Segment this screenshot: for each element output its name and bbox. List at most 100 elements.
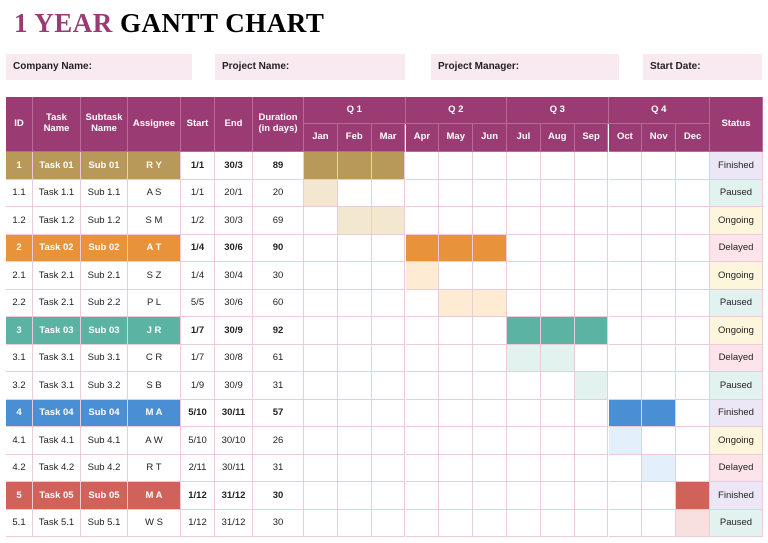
assignee-cell: A T xyxy=(128,234,181,262)
gantt-bar-cell xyxy=(405,234,440,262)
gantt-cell xyxy=(304,344,338,372)
gantt-cell xyxy=(676,427,710,455)
project-field: Project Name: xyxy=(215,54,405,80)
gantt-cell xyxy=(473,317,507,345)
gantt-cell xyxy=(337,262,372,290)
task-name-cell: Task 3.1 xyxy=(33,372,81,400)
subtask-name-cell: Sub 04 xyxy=(81,399,128,427)
gantt-bar-cell xyxy=(574,317,609,345)
gantt-cell xyxy=(574,179,609,207)
duration-header: Duration (in days) xyxy=(253,97,304,152)
duration-cell: 26 xyxy=(253,427,304,455)
subtask-name-cell: Sub 3.2 xyxy=(81,372,128,400)
gantt-cell xyxy=(405,207,440,235)
gantt-cell xyxy=(540,179,575,207)
subtask-name-cell: Sub 02 xyxy=(81,234,128,262)
title-accent: 1 YEAR xyxy=(14,8,113,38)
gantt-cell xyxy=(676,179,710,207)
task-name-cell: Task 2.1 xyxy=(33,262,81,290)
status-cell: Finished xyxy=(710,399,763,427)
gantt-cell xyxy=(574,262,609,290)
gantt-cell xyxy=(371,399,406,427)
id-cell: 1.1 xyxy=(6,179,33,207)
gantt-cell xyxy=(337,289,372,317)
gantt-bar-cell xyxy=(676,482,710,510)
gantt-bar-cell xyxy=(642,399,677,427)
gantt-cell xyxy=(473,399,507,427)
subtask-name-cell: Sub 03 xyxy=(81,317,128,345)
status-header: Status xyxy=(710,97,763,152)
subtask-name-cell: Sub 3.1 xyxy=(81,344,128,372)
gantt-cell xyxy=(405,372,440,400)
title: 1 YEAR GANTT CHART xyxy=(14,8,324,39)
month-header: Feb xyxy=(337,124,372,152)
subtask-name-cell: Sub 4.1 xyxy=(81,427,128,455)
gantt-cell xyxy=(439,427,474,455)
duration-cell: 31 xyxy=(253,454,304,482)
quarter-header: Q 4 xyxy=(608,97,710,124)
gantt-cell xyxy=(371,234,406,262)
start-cell: 2/11 xyxy=(181,454,215,482)
gantt-cell xyxy=(574,509,609,537)
duration-cell: 60 xyxy=(253,289,304,317)
month-header: May xyxy=(439,124,474,152)
gantt-bar-cell xyxy=(642,454,677,482)
gantt-cell xyxy=(507,234,541,262)
task-name-cell: Task 03 xyxy=(33,317,81,345)
gantt-cell xyxy=(439,262,474,290)
gantt-cell xyxy=(608,179,643,207)
status-cell: Delayed xyxy=(710,234,763,262)
gantt-cell xyxy=(507,289,541,317)
gantt-cell xyxy=(473,454,507,482)
gantt-cell xyxy=(540,207,575,235)
quarter-header: Q 1 xyxy=(304,97,406,124)
gantt-cell xyxy=(337,482,372,510)
status-cell: Ongoing xyxy=(710,427,763,455)
id-cell: 3 xyxy=(6,317,33,345)
gantt-cell xyxy=(304,317,338,345)
gantt-cell xyxy=(574,234,609,262)
gantt-cell xyxy=(473,152,507,180)
status-cell: Finished xyxy=(710,482,763,510)
id-cell: 5 xyxy=(6,482,33,510)
task-name-cell: Task 5.1 xyxy=(33,509,81,537)
id-cell: 5.1 xyxy=(6,509,33,537)
gantt-cell xyxy=(439,344,474,372)
assignee-cell: S Z xyxy=(128,262,181,290)
gantt-cell xyxy=(439,399,474,427)
gantt-bar-cell xyxy=(676,509,710,537)
gantt-bar-cell xyxy=(304,152,338,180)
gantt-cell xyxy=(304,482,338,510)
gantt-cell xyxy=(507,262,541,290)
gantt-cell xyxy=(642,317,677,345)
gantt-bar-cell xyxy=(337,152,372,180)
gantt-cell xyxy=(304,399,338,427)
subtask-name-cell: Sub 1.2 xyxy=(81,207,128,235)
status-cell: Paused xyxy=(710,289,763,317)
gantt-cell xyxy=(473,179,507,207)
gantt-cell xyxy=(371,289,406,317)
gantt-cell xyxy=(473,344,507,372)
gantt-cell xyxy=(337,234,372,262)
gantt-cell xyxy=(676,399,710,427)
end-cell: 30/10 xyxy=(215,427,253,455)
quarter-header: Q 2 xyxy=(405,97,507,124)
gantt-cell xyxy=(540,152,575,180)
duration-cell: 57 xyxy=(253,399,304,427)
gantt-cell xyxy=(337,427,372,455)
gantt-cell xyxy=(642,427,677,455)
gantt-cell xyxy=(676,372,710,400)
end-cell: 30/9 xyxy=(215,372,253,400)
gantt-bar-cell xyxy=(371,207,406,235)
id-cell: 1 xyxy=(6,152,33,180)
id-cell: 2 xyxy=(6,234,33,262)
gantt-cell xyxy=(642,289,677,317)
gantt-cell xyxy=(371,344,406,372)
gantt-cell xyxy=(507,509,541,537)
gantt-cell xyxy=(304,454,338,482)
end-cell: 31/12 xyxy=(215,482,253,510)
duration-cell: 69 xyxy=(253,207,304,235)
task-name-cell: Task 3.1 xyxy=(33,344,81,372)
end-cell: 30/3 xyxy=(215,152,253,180)
gantt-cell xyxy=(439,179,474,207)
